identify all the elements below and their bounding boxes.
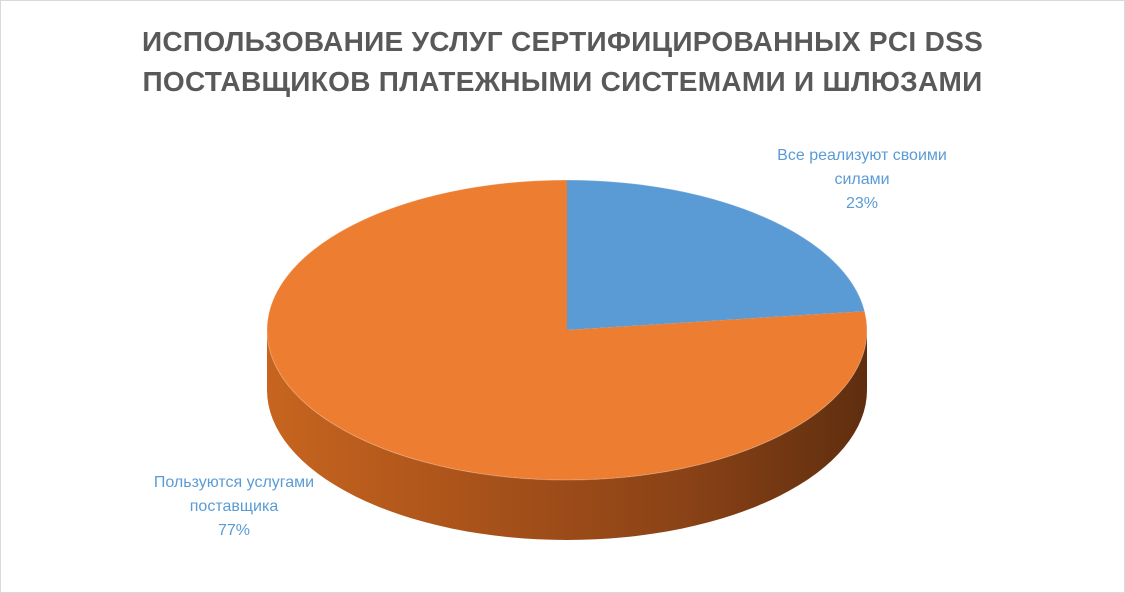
data-label-self: Все реализуют своими силами 23% <box>732 144 992 216</box>
data-label-provider-line-2: поставщика <box>189 498 279 515</box>
data-label-self-line-2: силами <box>834 171 890 188</box>
chart-title-line-2: ПОСТАВЩИКОВ ПЛАТЕЖНЫМИ СИСТЕМАМИ И ШЛЮЗА… <box>142 66 983 97</box>
chart-title-line-1: ИСПОЛЬЗОВАНИЕ УСЛУГ СЕРТИФИЦИРОВАННЫХ PC… <box>141 26 984 57</box>
pie-rim <box>266 179 868 481</box>
data-label-provider: Пользуются услугами поставщика 77% <box>104 471 364 543</box>
data-label-provider-percent: 77% <box>217 522 251 539</box>
pie-side-1 <box>267 330 867 540</box>
data-label-provider-line-1: Пользуются услугами <box>153 474 315 491</box>
chart-title: ИСПОЛЬЗОВАНИЕ УСЛУГ СЕРТИФИЦИРОВАННЫХ PC… <box>0 22 1125 102</box>
pie-slice-1 <box>267 180 867 481</box>
data-label-self-percent: 23% <box>845 195 879 212</box>
pie-slice-0 <box>567 180 865 330</box>
data-label-self-line-1: Все реализуют своими <box>777 147 947 164</box>
